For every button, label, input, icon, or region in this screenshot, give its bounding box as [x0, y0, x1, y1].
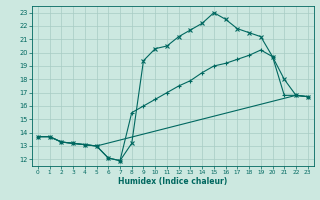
- X-axis label: Humidex (Indice chaleur): Humidex (Indice chaleur): [118, 177, 228, 186]
